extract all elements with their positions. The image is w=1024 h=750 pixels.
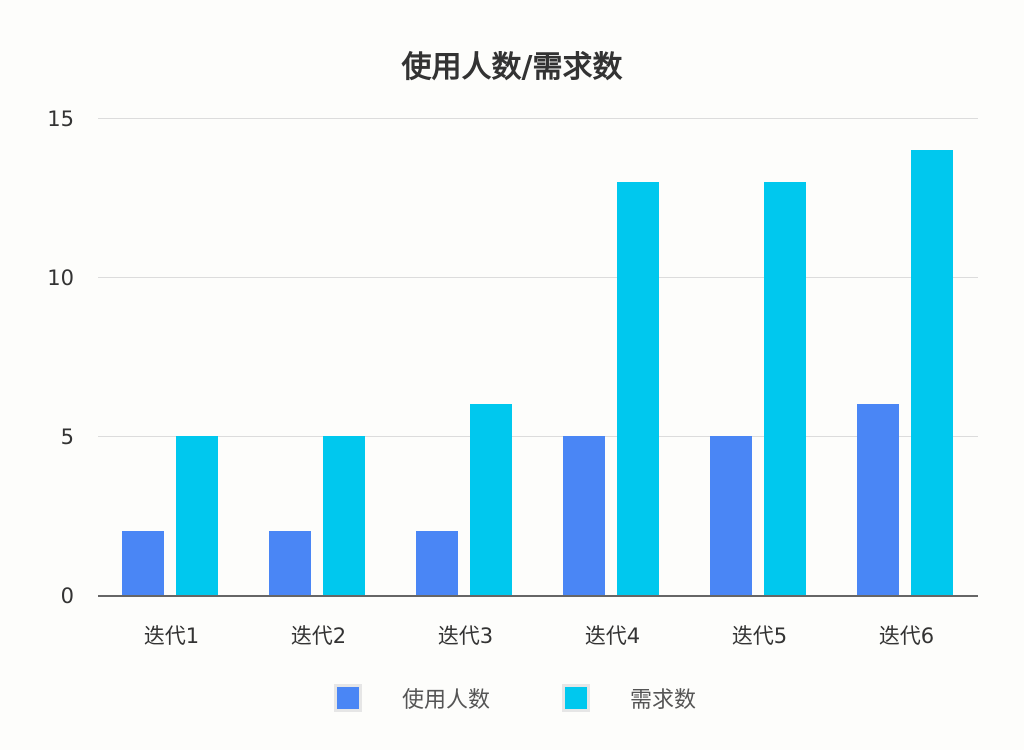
bar-requirements-3[interactable] xyxy=(470,404,512,595)
bar-users-3[interactable] xyxy=(416,531,458,595)
y-tick-15: 15 xyxy=(47,107,74,131)
x-tick-label: 迭代3 xyxy=(437,624,494,648)
x-axis-line xyxy=(98,595,978,597)
y-tick-10: 10 xyxy=(47,266,74,290)
bar-users-1[interactable] xyxy=(122,531,164,595)
y-tick-0: 0 xyxy=(60,584,74,608)
bar-requirements-6[interactable] xyxy=(911,149,953,595)
bar-users-5[interactable] xyxy=(710,436,752,595)
gridline-5 xyxy=(98,436,978,437)
legend: 使用人数 需求数 xyxy=(0,682,1024,716)
legend-swatch-users xyxy=(334,684,362,712)
chart-title: 使用人数/需求数 xyxy=(401,50,623,85)
x-tick-label: 迭代4 xyxy=(584,624,641,648)
gridline-10 xyxy=(98,277,978,278)
bar-requirements-2[interactable] xyxy=(323,436,365,595)
gridline-15 xyxy=(98,118,978,119)
legend-item-requirements[interactable]: 需求数 xyxy=(562,682,696,714)
bar-requirements-4[interactable] xyxy=(617,181,659,595)
y-tick-5: 5 xyxy=(60,425,74,449)
legend-item-users[interactable]: 使用人数 xyxy=(334,682,490,714)
bar-requirements-5[interactable] xyxy=(764,181,806,595)
bar-users-6[interactable] xyxy=(857,404,899,595)
plot-area xyxy=(98,118,978,597)
bar-users-4[interactable] xyxy=(563,436,605,595)
x-tick-label: 迭代1 xyxy=(143,624,200,648)
bar-requirements-1[interactable] xyxy=(176,436,218,595)
legend-swatch-requirements xyxy=(562,684,590,712)
x-tick-label: 迭代5 xyxy=(731,624,788,648)
bar-users-2[interactable] xyxy=(269,531,311,595)
legend-label-users: 使用人数 xyxy=(402,688,491,713)
x-tick-label: 迭代6 xyxy=(878,624,935,648)
x-tick-label: 迭代2 xyxy=(290,624,347,648)
legend-label-requirements: 需求数 xyxy=(630,688,697,713)
